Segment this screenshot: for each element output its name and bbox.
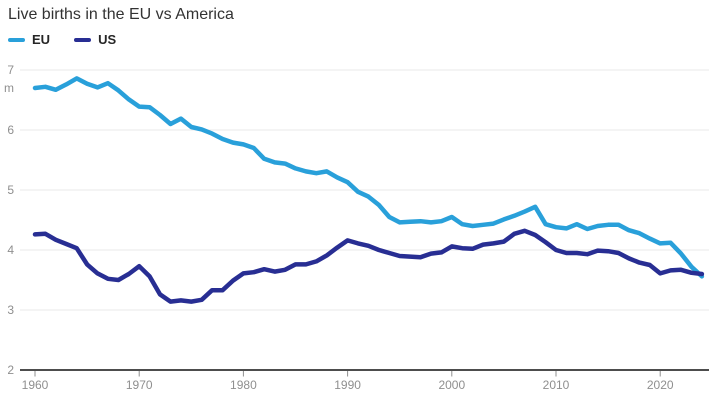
y-tick-label: 7 [7, 63, 14, 77]
x-tick-label: 2020 [647, 378, 674, 392]
y-tick-label: 4 [7, 243, 14, 257]
y-tick-label: 3 [7, 303, 14, 317]
y-tick-label: 6 [7, 123, 14, 137]
eu-line [32, 76, 705, 279]
chart-legend: EU US [8, 33, 116, 46]
x-tick-label: 1960 [22, 378, 49, 392]
y-tick-label: 5 [7, 183, 14, 197]
x-tick-label: 1970 [126, 378, 153, 392]
x-tick-label: 2000 [438, 378, 465, 392]
x-tick-label: 1980 [230, 378, 257, 392]
legend-item-eu: EU [8, 33, 50, 46]
y-tick-label: 2 [7, 363, 14, 377]
legend-item-us: US [74, 33, 116, 46]
chart-title: Live births in the EU vs America [8, 6, 234, 23]
y-axis-unit-label: m [4, 81, 14, 95]
legend-label-eu: EU [32, 32, 51, 47]
us-line [32, 228, 705, 304]
x-tick-label: 1990 [334, 378, 361, 392]
us-line-swatch-icon [74, 37, 92, 42]
legend-label-us: US [98, 32, 117, 47]
x-tick-label: 2010 [543, 378, 570, 392]
eu-line-swatch-icon [8, 37, 25, 42]
